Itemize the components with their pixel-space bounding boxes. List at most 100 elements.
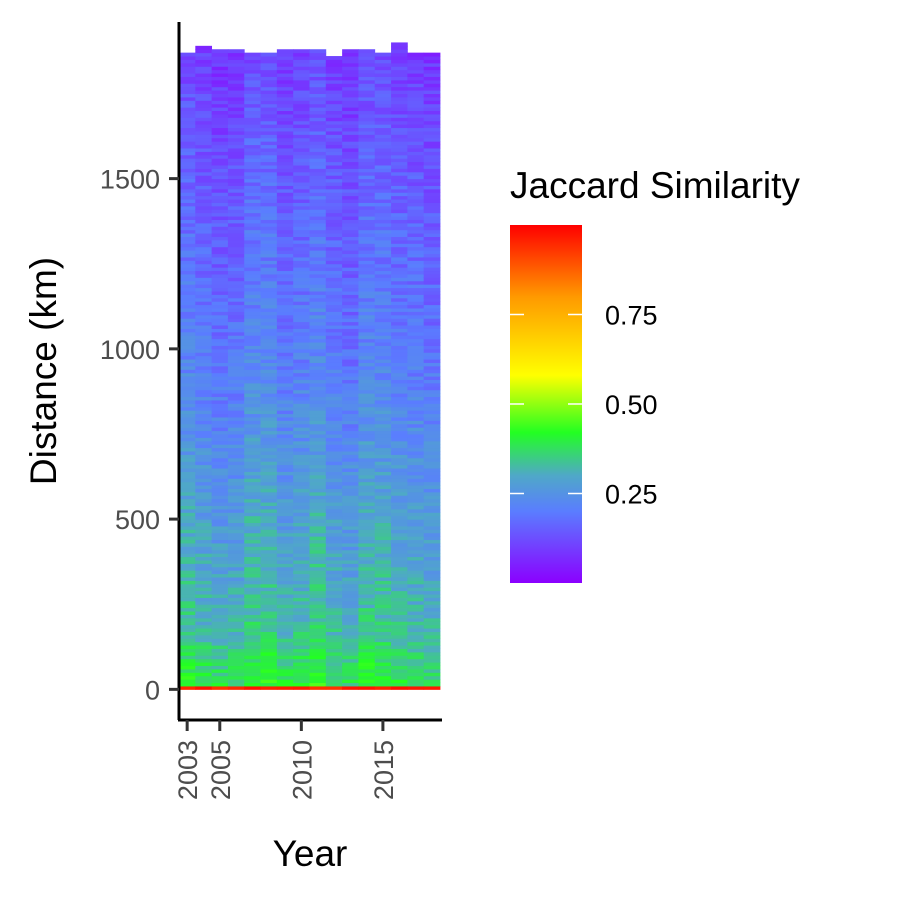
heatmap-cell	[180, 141, 196, 146]
heatmap-cell	[342, 229, 359, 234]
heatmap-cell	[260, 69, 278, 74]
heatmap-cell	[407, 124, 425, 129]
heatmap-cell	[195, 124, 213, 129]
heatmap-cell	[276, 178, 294, 183]
heatmap-cell	[407, 352, 425, 357]
heatmap-cell	[391, 69, 408, 74]
heatmap-cell	[293, 474, 310, 479]
heatmap-cell	[195, 437, 213, 442]
heatmap-cell	[211, 662, 229, 667]
heatmap-cell	[195, 590, 213, 595]
heatmap-cell	[358, 165, 376, 169]
heatmap-cell	[260, 185, 278, 190]
heatmap-cell	[276, 546, 294, 551]
heatmap-cell	[407, 379, 425, 384]
heatmap-cell	[211, 614, 229, 619]
heatmap-cell	[211, 331, 229, 336]
heatmap-cell	[342, 297, 359, 302]
heatmap-cell	[227, 311, 245, 316]
heatmap-cell	[423, 113, 441, 118]
heatmap-cell	[276, 229, 294, 234]
heatmap-cell	[342, 110, 359, 115]
heatmap-cell	[423, 229, 441, 234]
heatmap-cell	[391, 107, 408, 112]
heatmap-cell	[276, 522, 294, 527]
heatmap-cell	[180, 685, 196, 690]
heatmap-cell	[358, 440, 376, 445]
heatmap-cell	[342, 202, 359, 207]
heatmap-cell	[195, 219, 213, 224]
heatmap-cell	[260, 192, 278, 197]
heatmap-cell	[260, 597, 278, 602]
legend-tick-label: 0.75	[605, 301, 658, 331]
heatmap-cell	[374, 488, 392, 493]
heatmap-cell	[325, 665, 343, 670]
heatmap-cell	[227, 335, 245, 340]
heatmap-cell	[358, 471, 376, 476]
heatmap-cell	[309, 546, 327, 551]
heatmap-cell	[358, 594, 376, 598]
heatmap-cell	[260, 396, 278, 401]
heatmap-cell	[391, 273, 408, 278]
heatmap-cell	[244, 100, 261, 105]
heatmap-cell	[423, 386, 441, 391]
heatmap-cell	[293, 675, 310, 680]
heatmap-cell	[309, 250, 327, 255]
heatmap-cell	[276, 284, 294, 289]
heatmap-cell	[276, 236, 294, 241]
heatmap-cell	[391, 79, 408, 84]
heatmap-cell	[293, 222, 310, 227]
heatmap-cell	[180, 549, 196, 554]
heatmap-cell	[227, 437, 245, 442]
heatmap-cell	[227, 113, 245, 118]
heatmap-cell	[211, 488, 229, 493]
heatmap-cell	[244, 212, 261, 217]
heatmap-cell	[358, 437, 376, 442]
heatmap-cell	[374, 505, 392, 510]
heatmap-cell	[391, 539, 408, 544]
heatmap-cell	[407, 583, 425, 588]
heatmap-cell	[325, 250, 343, 255]
heatmap-cell	[325, 79, 343, 84]
heatmap-cell	[211, 260, 229, 265]
heatmap-cell	[358, 100, 376, 105]
heatmap-cell	[211, 338, 229, 343]
heatmap-cell	[180, 461, 196, 466]
heatmap-cell	[244, 536, 261, 541]
heatmap-cell	[423, 56, 441, 60]
heatmap-cell	[342, 628, 359, 632]
heatmap-cell	[293, 668, 310, 673]
heatmap-cell	[195, 161, 213, 166]
heatmap-cell	[358, 539, 376, 544]
heatmap-cell	[260, 447, 278, 452]
heatmap-cell	[391, 338, 408, 343]
heatmap-cell	[374, 485, 392, 489]
heatmap-cell	[276, 338, 294, 343]
heatmap-cell	[309, 352, 327, 357]
heatmap-cell	[244, 580, 261, 585]
heatmap-cell	[293, 260, 310, 265]
heatmap-cell	[358, 532, 376, 537]
heatmap-cell	[325, 587, 343, 592]
heatmap-cell	[180, 641, 196, 646]
heatmap-cell	[260, 130, 278, 135]
heatmap-cell	[180, 427, 196, 432]
heatmap-cell	[374, 178, 392, 183]
heatmap-cell	[342, 505, 359, 510]
heatmap-cell	[342, 672, 359, 677]
heatmap-cell	[180, 386, 196, 391]
heatmap-cell	[325, 440, 343, 445]
heatmap-cell	[374, 607, 392, 612]
heatmap-cell	[391, 195, 408, 200]
heatmap-cell	[276, 113, 294, 118]
heatmap-cell	[211, 393, 229, 398]
heatmap-cell	[325, 437, 343, 442]
heatmap-cell	[423, 590, 441, 595]
heatmap-cell	[180, 393, 196, 398]
heatmap-cell	[260, 437, 278, 442]
heatmap-cell	[195, 267, 213, 272]
heatmap-cell	[358, 587, 376, 592]
heatmap-cell	[391, 130, 408, 135]
heatmap-cell	[260, 294, 278, 299]
heatmap-cell	[407, 410, 425, 415]
